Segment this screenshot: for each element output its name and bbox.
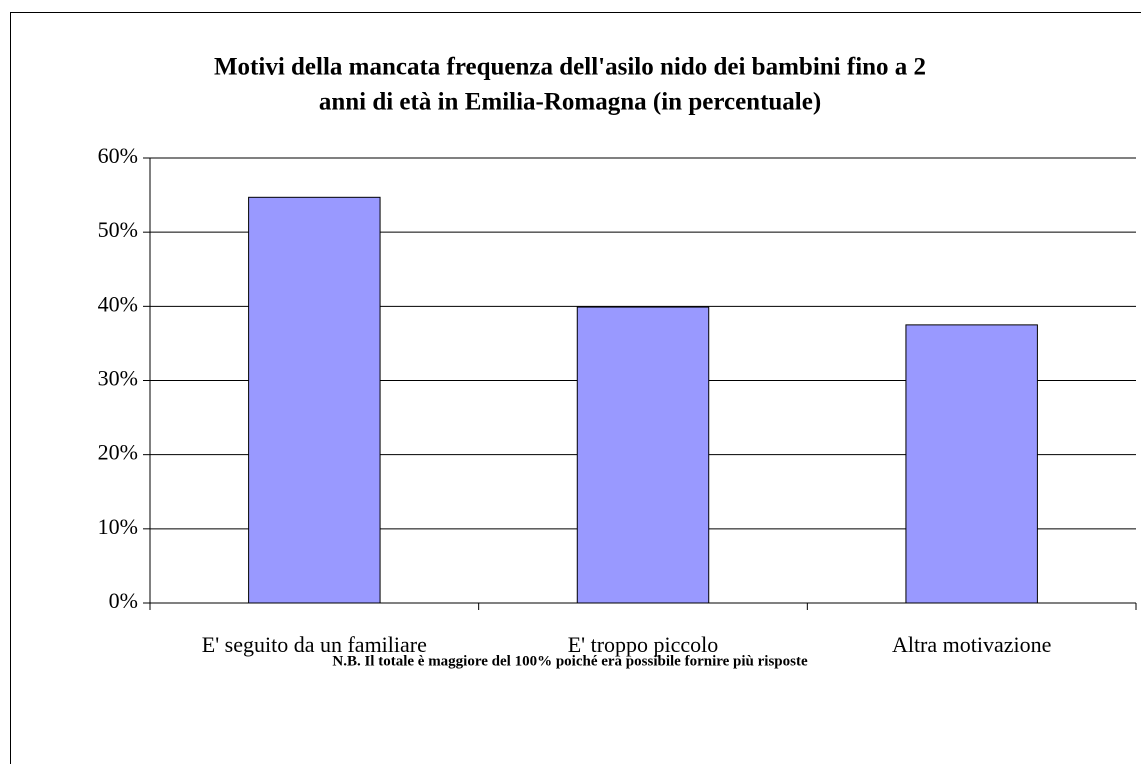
y-tick-label: 50% (98, 217, 138, 242)
y-tick-label: 30% (98, 366, 138, 391)
y-tick-label: 40% (98, 291, 138, 316)
y-tick-label: 10% (98, 514, 138, 539)
y-tick-label: 20% (98, 440, 138, 465)
chart-title: anni di età in Emilia-Romagna (in percen… (319, 89, 821, 116)
bar (905, 324, 1038, 604)
bar (576, 306, 710, 604)
x-tick-label: E' seguito da un familiare (202, 632, 427, 657)
y-tick-label: 0% (109, 588, 138, 613)
x-tick-label: Altra motivazione (892, 632, 1051, 657)
bar (248, 196, 381, 604)
x-tick-label: E' troppo piccolo (568, 632, 719, 657)
chart-title: Motivi della mancata frequenza dell'asil… (214, 54, 926, 81)
chart-note: N.B. Il totale è maggiore del 100% poich… (332, 653, 808, 669)
y-tick-label: 60% (98, 143, 138, 168)
